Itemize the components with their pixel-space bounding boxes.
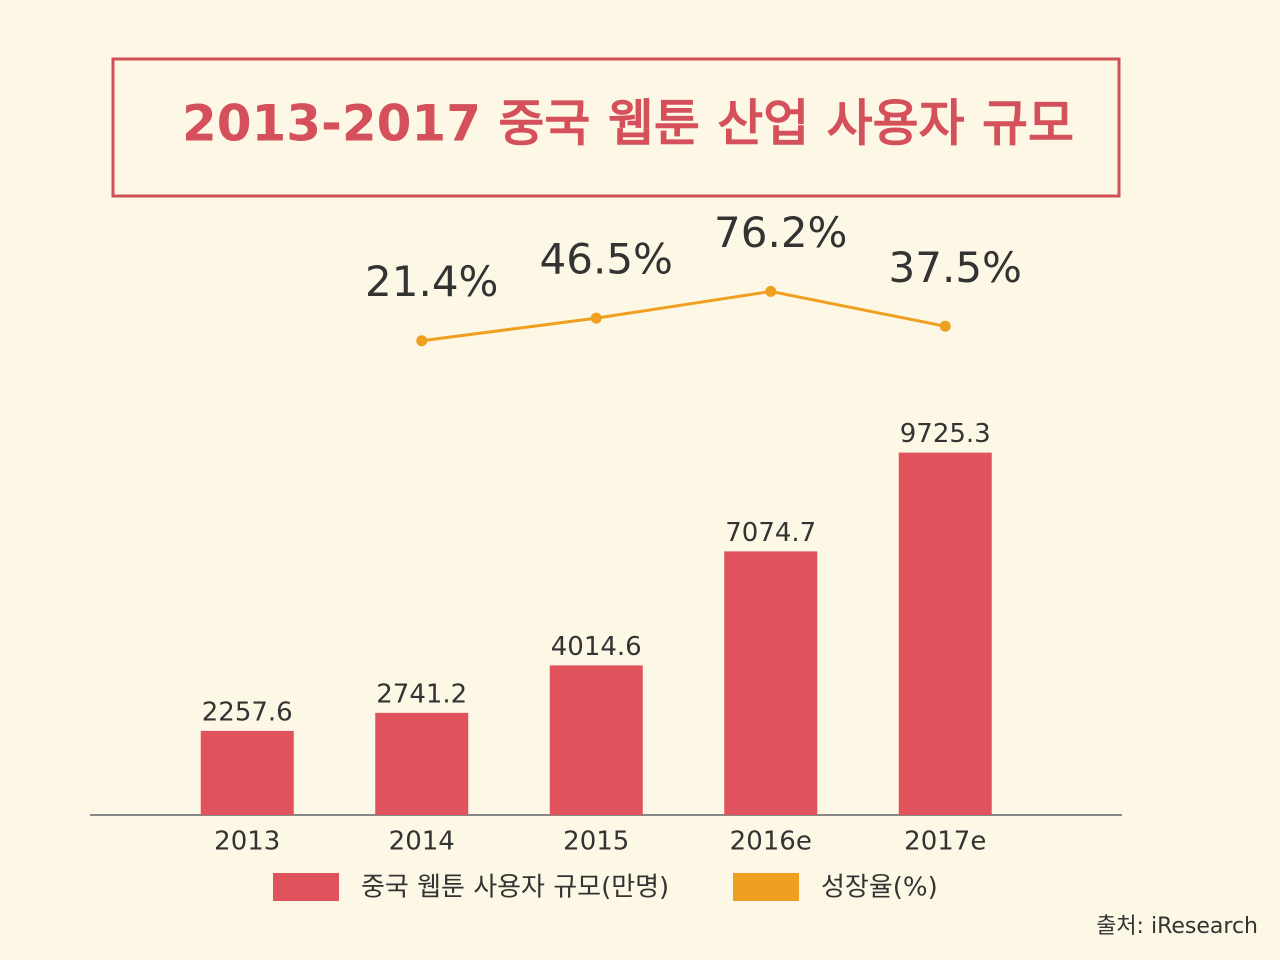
chart-title: 2013-2017 중국 웹툰 산업 사용자 규모	[182, 95, 1074, 153]
bar-value-label: 7074.7	[725, 518, 816, 548]
line-point	[939, 320, 951, 332]
legend-label: 중국 웹툰 사용자 규모(만명)	[361, 873, 669, 903]
bar-value-label: 2741.2	[376, 679, 467, 709]
x-tick-label: 2017e	[904, 827, 986, 857]
bar-value-label: 2257.6	[202, 697, 293, 727]
source: 출처: iResearch	[1096, 914, 1258, 939]
line-point	[765, 285, 777, 297]
bar	[200, 730, 294, 815]
bar	[724, 551, 818, 815]
line	[421, 289, 946, 343]
x-tick-label: 2013	[214, 827, 280, 857]
line-value-label: 76.2%	[714, 208, 847, 257]
bar	[549, 665, 643, 815]
title-box	[111, 57, 1121, 198]
bar-value-label: 4014.6	[551, 632, 642, 662]
line-value-label: 46.5%	[540, 235, 673, 284]
x-tick-label: 2016e	[730, 827, 812, 857]
line-point	[416, 335, 428, 347]
bar-value-label: 9725.3	[900, 419, 991, 449]
legend-swatch	[273, 873, 339, 901]
legend-swatch	[733, 873, 799, 901]
line-value-label: 21.4%	[365, 257, 498, 306]
bar	[898, 452, 992, 815]
x-tick-label: 2014	[389, 827, 455, 857]
x-tick-label: 2015	[563, 827, 629, 857]
legend-label: 성장율(%)	[821, 873, 938, 903]
line-value-label: 37.5%	[889, 243, 1022, 292]
line-point	[590, 312, 602, 324]
bar	[375, 712, 469, 815]
